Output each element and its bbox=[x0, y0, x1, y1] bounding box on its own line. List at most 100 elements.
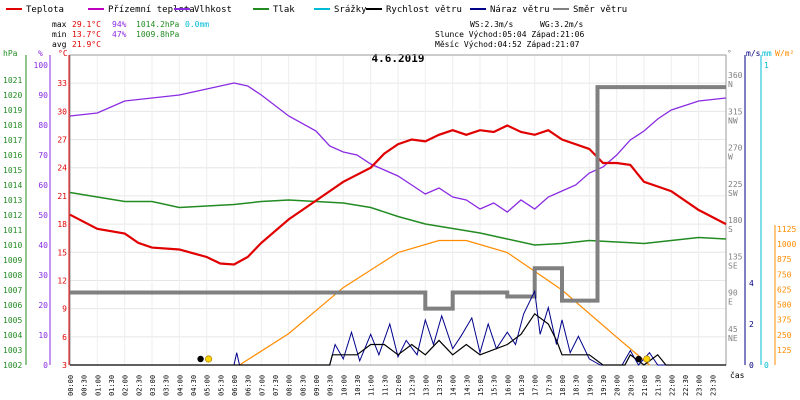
time-tick: 06:00 bbox=[231, 375, 239, 396]
time-tick: 11:00 bbox=[368, 375, 376, 396]
pct-tick: 40 bbox=[38, 241, 48, 250]
hpa-tick: 1010 bbox=[3, 241, 22, 250]
time-tick: 23:00 bbox=[696, 375, 704, 396]
c-tick: 21 bbox=[57, 192, 67, 201]
pct-tick: 10 bbox=[38, 331, 48, 340]
dir-name: E bbox=[728, 298, 733, 307]
pct-tick: 50 bbox=[38, 211, 48, 220]
c-tick: 6 bbox=[62, 333, 67, 342]
dir-tick: 135 bbox=[728, 252, 743, 261]
temperature-line bbox=[69, 124, 727, 266]
time-tick: 21:00 bbox=[641, 375, 649, 396]
time-tick: 08:30 bbox=[299, 375, 307, 396]
c-tick: 33 bbox=[57, 79, 67, 88]
time-tick: 15:30 bbox=[491, 375, 499, 396]
hpa-tick: 1015 bbox=[3, 166, 22, 175]
time-tick: 04:30 bbox=[190, 375, 198, 396]
hpa-tick: 1011 bbox=[3, 226, 22, 235]
c-tick: 3 bbox=[62, 361, 67, 370]
pct-tick: 30 bbox=[38, 271, 48, 280]
time-tick: 17:00 bbox=[532, 375, 540, 396]
time-axis-label: čas bbox=[730, 370, 745, 380]
wm-tick: 375 bbox=[777, 316, 792, 325]
sunrise-moon-marker bbox=[197, 355, 204, 363]
time-tick: 10:00 bbox=[340, 375, 348, 396]
time-tick: 19:00 bbox=[586, 375, 594, 396]
wm-tick: 125 bbox=[777, 346, 792, 355]
dir-name: SW bbox=[728, 189, 738, 198]
legend-item: Tlak bbox=[273, 5, 295, 15]
sunrise-sun-marker bbox=[204, 355, 213, 363]
time-tick: 16:30 bbox=[518, 375, 526, 396]
wm-tick: 625 bbox=[777, 285, 792, 294]
plot-area bbox=[69, 82, 727, 366]
axis-label-ms: m/s bbox=[746, 49, 761, 58]
wind-gust-avg: WG:3.2m/s bbox=[540, 20, 584, 29]
mm-tick: 0 bbox=[764, 361, 769, 370]
pct-tick: 90 bbox=[38, 91, 48, 100]
pct-tick: 20 bbox=[38, 301, 48, 310]
max-humidity: 94% bbox=[112, 20, 127, 29]
wm-tick: 875 bbox=[777, 255, 792, 264]
dir-name: S bbox=[728, 225, 733, 234]
dir-name: NE bbox=[728, 334, 738, 343]
axes: hPa% °C1021102010191018101710161015101410… bbox=[3, 49, 796, 396]
time-tick: 03:30 bbox=[163, 375, 171, 396]
time-tick: 10:30 bbox=[354, 375, 362, 396]
stats-block: max 29.1°C 94% 1014.2hPa 0.0mm min 13.7°… bbox=[52, 20, 584, 49]
wm-tick: 1125 bbox=[777, 225, 796, 234]
max-rain: 0.0mm bbox=[185, 20, 209, 29]
c-tick: 30 bbox=[57, 107, 67, 116]
time-tick: 01:30 bbox=[108, 375, 116, 396]
pct-tick: 100 bbox=[34, 61, 49, 70]
time-tick: 15:00 bbox=[477, 375, 485, 396]
time-tick: 11:30 bbox=[381, 375, 389, 396]
max-temp: 29.1°C bbox=[72, 20, 101, 29]
sunset-moon-marker bbox=[635, 355, 642, 363]
time-tick: 12:30 bbox=[409, 375, 417, 396]
legend-item: Teplota bbox=[26, 5, 64, 15]
time-tick: 12:00 bbox=[395, 375, 403, 396]
hpa-tick: 1007 bbox=[3, 286, 22, 295]
time-tick: 22:00 bbox=[668, 375, 676, 396]
wind-gust-line bbox=[70, 289, 726, 366]
c-tick: 15 bbox=[57, 248, 67, 257]
time-tick: 20:30 bbox=[627, 375, 635, 396]
dir-name: SE bbox=[728, 261, 738, 270]
plot-frame bbox=[69, 54, 727, 366]
time-tick: 13:30 bbox=[436, 375, 444, 396]
legend-item: Srážky bbox=[334, 5, 367, 15]
mm-tick: 1 bbox=[764, 61, 769, 70]
dir-tick: 315 bbox=[728, 107, 743, 116]
dir-tick: 45 bbox=[728, 325, 738, 334]
time-tick: 00:30 bbox=[81, 375, 89, 396]
wm-tick: 500 bbox=[777, 301, 792, 310]
dir-name: NW bbox=[728, 116, 738, 125]
dir-tick: 225 bbox=[728, 180, 743, 189]
hpa-tick: 1014 bbox=[3, 181, 22, 190]
axis-label-hpa: hPa bbox=[3, 49, 18, 58]
axis-label-mm: mm bbox=[762, 49, 772, 58]
ms-tick: 2 bbox=[749, 320, 754, 329]
legend-item: Vlhkost bbox=[194, 5, 232, 15]
time-tick: 07:00 bbox=[258, 375, 266, 396]
min-humidity: 47% bbox=[112, 30, 127, 39]
c-tick: 18 bbox=[57, 220, 67, 229]
wind-speed-avg: WS:2.3m/s bbox=[470, 20, 514, 29]
time-tick: 08:00 bbox=[286, 375, 294, 396]
hpa-tick: 1004 bbox=[3, 331, 22, 340]
legend-item: Rychlost větru bbox=[386, 5, 462, 15]
time-tick: 02:00 bbox=[122, 375, 130, 396]
time-tick: 07:30 bbox=[272, 375, 280, 396]
hpa-tick: 1005 bbox=[3, 316, 22, 325]
ms-tick: 4 bbox=[749, 279, 754, 288]
sunset-sun-marker bbox=[643, 355, 651, 363]
pressure-line bbox=[69, 191, 727, 246]
hpa-tick: 1019 bbox=[3, 106, 22, 115]
wm-tick: 750 bbox=[777, 270, 792, 279]
time-tick: 00:00 bbox=[67, 375, 75, 396]
hpa-tick: 1021 bbox=[3, 76, 22, 85]
c-tick: 24 bbox=[57, 164, 67, 173]
hpa-tick: 1002 bbox=[3, 361, 22, 370]
